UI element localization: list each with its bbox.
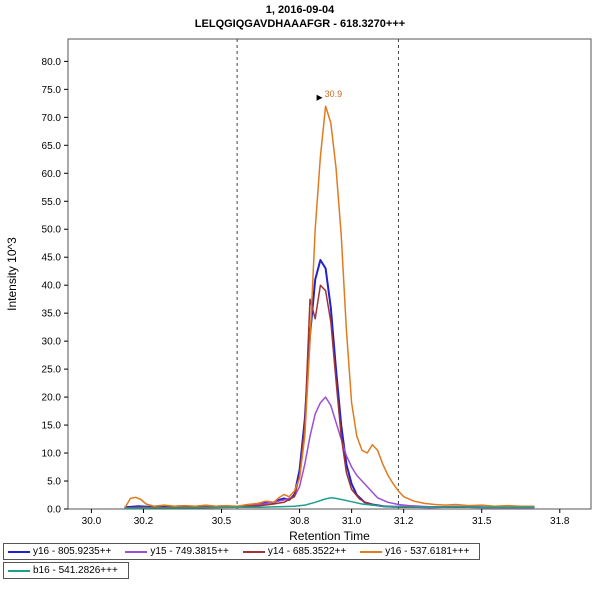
chromatogram-plot[interactable]: 30.0 30.2 30.5 30.8 31.0 31.2 31.5 31.8 0.0 5.0 10… xyxy=(0,31,600,543)
x-tick-label: 30.5 xyxy=(212,516,232,527)
x-tick-label: 30.0 xyxy=(82,516,102,527)
y-tick-label: 45.0 xyxy=(42,253,62,264)
y-tick-label: 25.0 xyxy=(42,365,62,376)
legend-item: y14 - 685.3522++ xyxy=(239,544,356,559)
legend-row-2: b16 - 541.2826+++ xyxy=(3,562,129,579)
legend: y16 - 805.9235++ y15 - 749.3815++ y14 - … xyxy=(0,543,600,581)
x-axis-label: Retention Time xyxy=(289,529,370,543)
chart-title-replicate: 1, 2016-09-04 xyxy=(265,4,335,16)
y-tick-label: 10.0 xyxy=(42,449,62,460)
y-tick-label: 60.0 xyxy=(42,169,62,180)
legend-item-label: y15 - 749.3815++ xyxy=(150,546,229,557)
y-tick-label: 30.0 xyxy=(42,337,62,348)
legend-item: y16 - 805.9235++ xyxy=(4,544,121,559)
legend-swatch-line xyxy=(125,550,148,553)
legend-swatch-line xyxy=(360,550,383,553)
plot-area[interactable] xyxy=(67,38,592,510)
y-tick-label: 70.0 xyxy=(42,113,62,124)
legend-item: y16 - 537.6181+++ xyxy=(356,544,479,559)
legend-swatch-line xyxy=(8,550,30,553)
chromatogram-window: 1, 2016-09-04 LELQGIQGAVDHAAAFGR - 618.3… xyxy=(0,0,600,581)
y-tick-label: 50.0 xyxy=(42,225,62,236)
peak-apex-label: 30.9 xyxy=(325,89,343,99)
y-tick-label: 15.0 xyxy=(42,421,62,432)
chart-titles: 1, 2016-09-04 LELQGIQGAVDHAAAFGR - 618.3… xyxy=(0,0,600,31)
legend-row-1: y16 - 805.9235++ y15 - 749.3815++ y14 - … xyxy=(3,543,481,560)
y-tick-label: 65.0 xyxy=(42,141,62,152)
legend-item: y15 - 749.3815++ xyxy=(121,544,238,559)
chart-title-peptide: LELQGIQGAVDHAAAFGR - 618.3270+++ xyxy=(194,18,406,30)
y-tick-label: 35.0 xyxy=(42,309,62,320)
legend-swatch-line xyxy=(8,569,30,572)
chromatogram-trace xyxy=(124,497,535,510)
legend-item-label: y16 - 805.9235++ xyxy=(33,546,112,557)
legend-item: b16 - 541.2826+++ xyxy=(4,563,128,578)
y-tick-label: 20.0 xyxy=(42,393,62,404)
x-tick-label: 30.2 xyxy=(134,516,154,527)
x-tick-label: 30.8 xyxy=(290,516,310,527)
y-tick-label: 55.0 xyxy=(42,197,62,208)
x-tick-label: 31.0 xyxy=(342,516,362,527)
y-tick-label: 75.0 xyxy=(42,85,62,96)
legend-item-label: b16 - 541.2826+++ xyxy=(33,565,118,576)
legend-item-label: y14 - 685.3522++ xyxy=(267,546,347,557)
chromatogram-trace xyxy=(124,105,535,509)
x-tick-label: 31.8 xyxy=(550,516,570,527)
legend-swatch-line xyxy=(242,550,265,553)
x-tick-label: 31.2 xyxy=(394,516,414,527)
legend-item-label: y16 - 537.6181+++ xyxy=(385,546,470,557)
y-tick-label: 80.0 xyxy=(42,57,62,68)
y-axis-label: Intensity 10^3 xyxy=(5,237,19,311)
y-tick-label: 40.0 xyxy=(42,281,62,292)
y-tick-label: 5.0 xyxy=(47,477,61,488)
peak-pointer-icon xyxy=(316,94,323,101)
x-tick-label: 31.5 xyxy=(472,516,492,527)
y-tick-label: 0.0 xyxy=(47,505,61,516)
